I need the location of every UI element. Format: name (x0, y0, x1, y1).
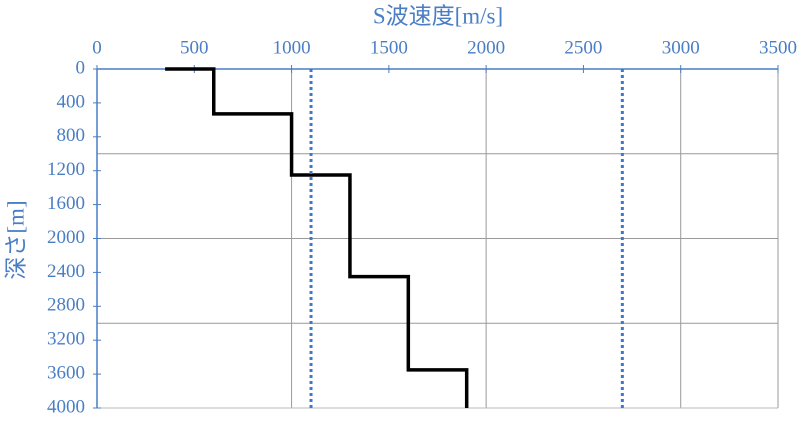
y-axis-label: 深さ[m] (3, 200, 28, 279)
y-tick-label: 2800 (47, 295, 85, 316)
y-tick-label: 0 (76, 57, 86, 78)
y-tick-label: 1200 (47, 159, 85, 180)
x-tick-label: 0 (92, 37, 102, 58)
profile-line (165, 67, 469, 408)
x-tick-label: 1000 (273, 37, 311, 58)
x-tick-label: 2000 (467, 37, 505, 58)
x-tick-label: 2500 (564, 37, 602, 58)
x-tick-label: 3000 (662, 37, 700, 58)
y-tick-label: 3200 (47, 329, 85, 350)
chart-title: S波速度[m/s] (373, 3, 503, 28)
y-tick-label: 3600 (47, 362, 85, 383)
y-tick-label: 2000 (47, 227, 85, 248)
y-tick-label: 2400 (47, 261, 85, 282)
y-tick-label: 4000 (47, 396, 85, 417)
x-tick-label: 1500 (370, 37, 408, 58)
y-tick-label: 1600 (47, 193, 85, 214)
x-tick-label: 500 (180, 37, 209, 58)
y-tick-label: 800 (57, 125, 86, 146)
x-tick-label: 3500 (759, 37, 797, 58)
y-tick-label: 400 (57, 91, 86, 112)
